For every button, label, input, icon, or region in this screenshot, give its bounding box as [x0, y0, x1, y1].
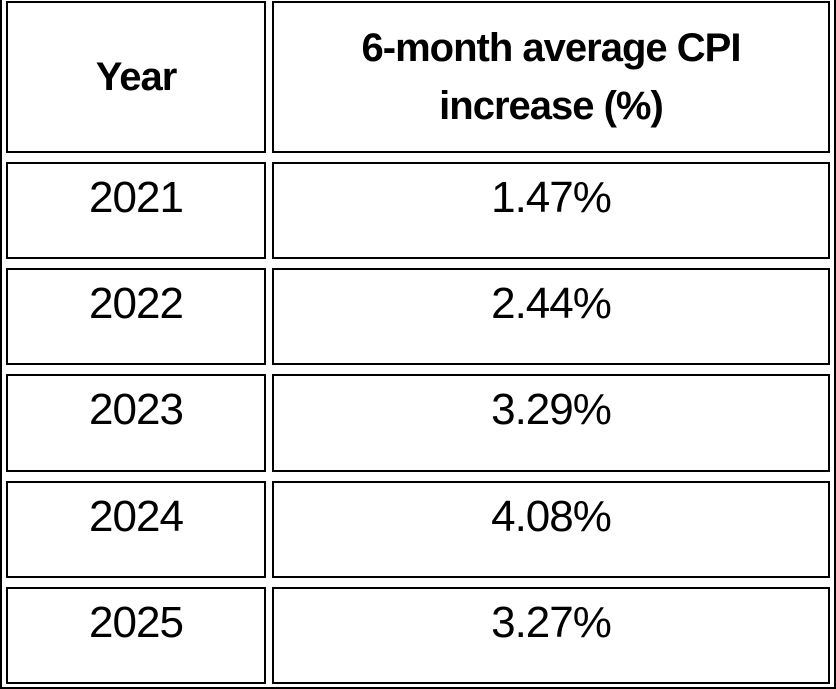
year-cell: 2024 [6, 480, 266, 578]
cpi-value: 2.44% [491, 279, 612, 329]
cpi-cell: 3.29% [272, 374, 830, 472]
year-column-header: Year [6, 1, 266, 153]
cpi-cell: 1.47% [272, 162, 830, 260]
year-value: 2024 [89, 491, 184, 541]
year-cell: 2025 [6, 586, 266, 684]
cpi-value: 3.27% [491, 597, 612, 647]
cpi-value: 1.47% [491, 173, 612, 222]
year-value: 2023 [89, 385, 184, 435]
year-value: 2022 [89, 279, 184, 329]
year-cell: 2021 [6, 162, 266, 260]
year-value: 2021 [89, 173, 184, 222]
year-cell: 2023 [6, 374, 266, 472]
cpi-value: 4.08% [491, 491, 612, 541]
cpi-header-label: 6-month average CPI increase (%) [361, 26, 742, 128]
cpi-cell: 4.08% [272, 480, 830, 578]
year-cell: 2022 [6, 268, 266, 366]
cpi-cell: 2.44% [272, 268, 830, 366]
cpi-value: 3.29% [491, 385, 612, 435]
cpi-cell: 3.27% [272, 586, 830, 684]
year-value: 2025 [89, 597, 184, 647]
cpi-column-header: 6-month average CPI increase (%) [272, 1, 830, 153]
year-header-label: Year [95, 55, 178, 99]
